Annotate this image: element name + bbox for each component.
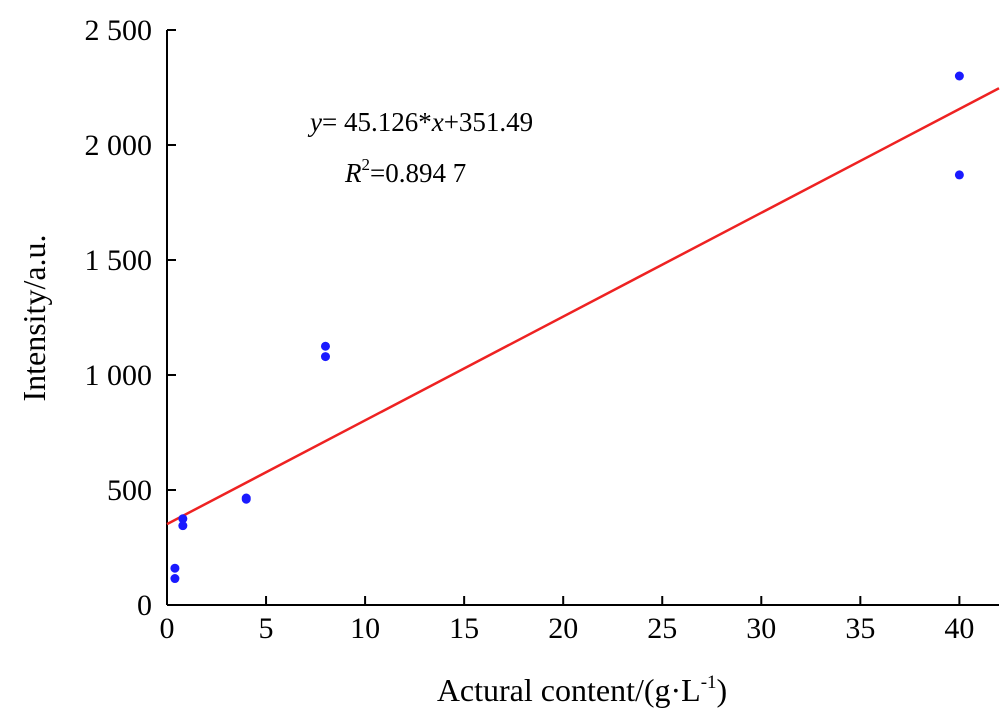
x-tick-label: 25 <box>647 612 677 645</box>
data-point <box>320 341 330 351</box>
y-tick-label: 500 <box>107 474 152 507</box>
equation-y-var: y <box>307 107 322 137</box>
data-point <box>954 71 964 81</box>
x-axis-title-sup: -1 <box>701 672 717 693</box>
data-point <box>178 521 188 531</box>
x-axis-title-text: Actural content/(g·L <box>437 672 701 708</box>
x-tick-label: 35 <box>845 612 875 645</box>
r-var: R <box>344 158 362 188</box>
x-tick-label: 40 <box>944 612 974 645</box>
r-squared: R2=0.894 7 <box>344 155 466 188</box>
equation-x-var: x <box>431 107 444 137</box>
x-tick-label: 30 <box>746 612 776 645</box>
x-tick-label: 5 <box>259 612 274 645</box>
data-point <box>170 574 180 584</box>
x-tick-label: 15 <box>449 612 479 645</box>
y-axis-title: Intensity/a.u. <box>16 234 52 401</box>
data-point <box>320 352 330 362</box>
y-tick-label: 0 <box>137 589 152 622</box>
y-tick-label: 1 500 <box>85 244 153 277</box>
y-tick-label: 2 000 <box>85 129 153 162</box>
fit-line <box>166 87 1000 526</box>
r-value: =0.894 7 <box>370 158 466 188</box>
x-axis-title-close: ) <box>717 672 728 708</box>
equation-end: +351.49 <box>444 107 533 137</box>
data-point <box>178 514 188 524</box>
x-tick-label: 0 <box>160 612 175 645</box>
axes <box>166 30 999 606</box>
data-point <box>241 494 251 504</box>
x-ticks: 0 5 10 15 20 25 30 35 40 <box>160 596 974 645</box>
x-tick-label: 10 <box>350 612 380 645</box>
fit-equation: y= 45.126*x+351.49 <box>307 107 533 137</box>
x-tick-label: 20 <box>548 612 578 645</box>
y-ticks: 0 500 1 000 1 500 2 000 2 500 <box>85 14 176 622</box>
data-points <box>170 71 964 584</box>
y-tick-label: 1 000 <box>85 359 153 392</box>
equation-mid: = 45.126* <box>322 107 432 137</box>
r-sup: 2 <box>362 155 371 174</box>
data-point <box>170 563 180 573</box>
y-tick-label: 2 500 <box>85 14 153 47</box>
x-axis-title: Actural content/(g·L-1) <box>437 672 727 708</box>
data-point <box>954 170 964 180</box>
